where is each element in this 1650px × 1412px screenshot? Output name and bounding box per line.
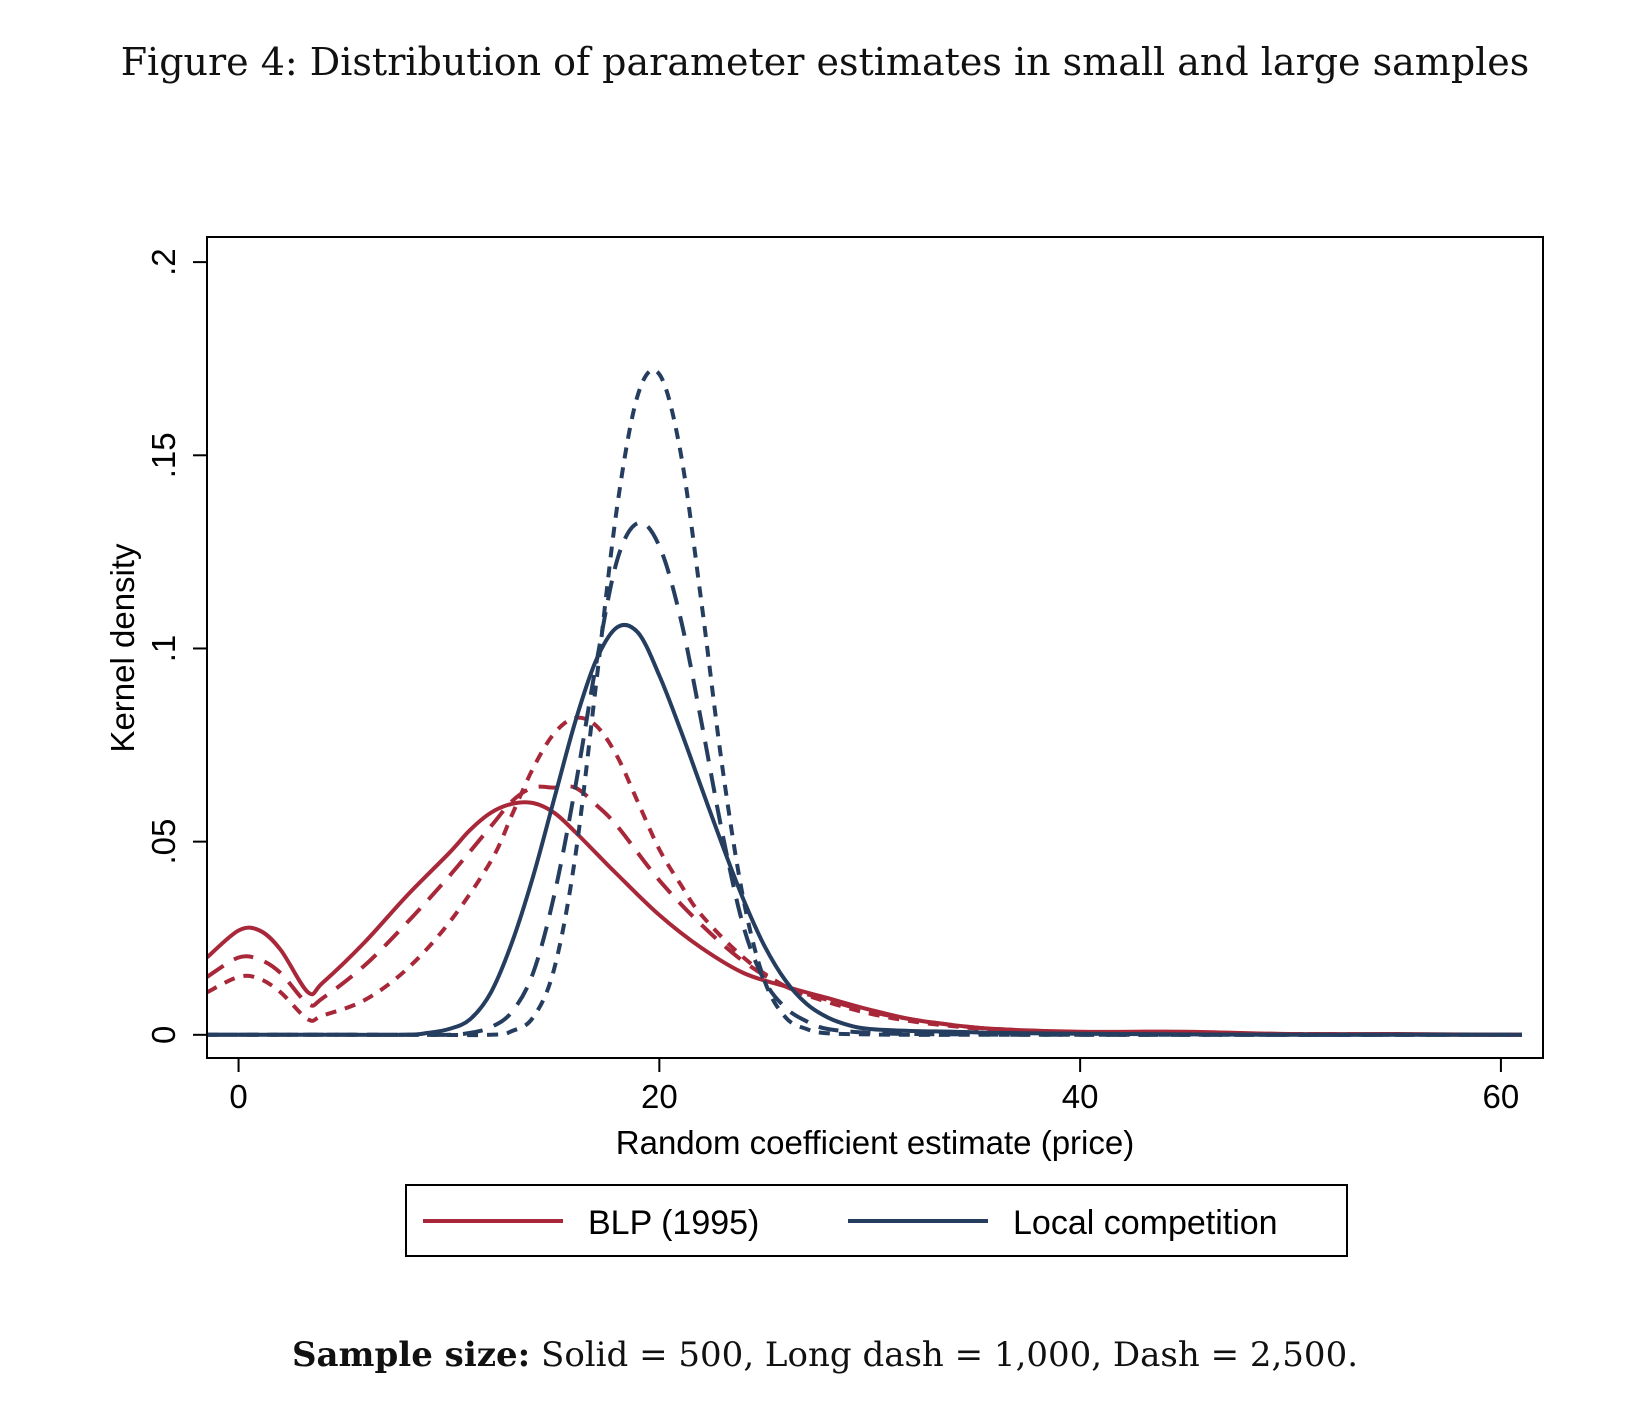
- series-line-local-dash: [207, 368, 1522, 1038]
- y-tick-label: .15: [145, 432, 182, 478]
- density-curves: [205, 368, 1523, 1038]
- legend: BLP (1995) Local competition: [405, 1184, 1348, 1257]
- series-line-blp-longdash: [205, 784, 1523, 1037]
- figure-title: Figure 4: Distribution of parameter esti…: [120, 40, 1530, 84]
- x-tick-label: 40: [1062, 1078, 1099, 1115]
- caption-label: Sample size:: [291, 1335, 531, 1375]
- series-line-blp-dash: [206, 715, 1523, 1037]
- y-tick-label: .05: [145, 819, 182, 865]
- series-line-local-longdash: [207, 520, 1523, 1037]
- x-tick-label: 20: [641, 1078, 678, 1115]
- y-tick-label: .1: [145, 635, 182, 663]
- plot-frame: [206, 236, 1544, 1059]
- figure-caption: Sample size: Solid = 500, Long dash = 1,…: [0, 1335, 1650, 1375]
- axis-ticks: 0 20 40 60 0 .05 .1 .15 .2: [145, 248, 1519, 1115]
- legend-label-local: Local competition: [1013, 1204, 1278, 1242]
- x-tick-label: 0: [229, 1078, 247, 1115]
- y-axis-label: Kernel density: [104, 543, 141, 753]
- y-tick-label: 0: [145, 1026, 182, 1044]
- x-axis-label: Random coefficient estimate (price): [616, 1124, 1134, 1161]
- legend-label-blp: BLP (1995): [588, 1204, 759, 1242]
- x-tick-label: 60: [1483, 1078, 1520, 1115]
- series-line-blp-solid: [205, 800, 1523, 1037]
- y-tick-label: .2: [145, 248, 182, 276]
- caption-text: Solid = 500, Long dash = 1,000, Dash = 2…: [530, 1335, 1359, 1375]
